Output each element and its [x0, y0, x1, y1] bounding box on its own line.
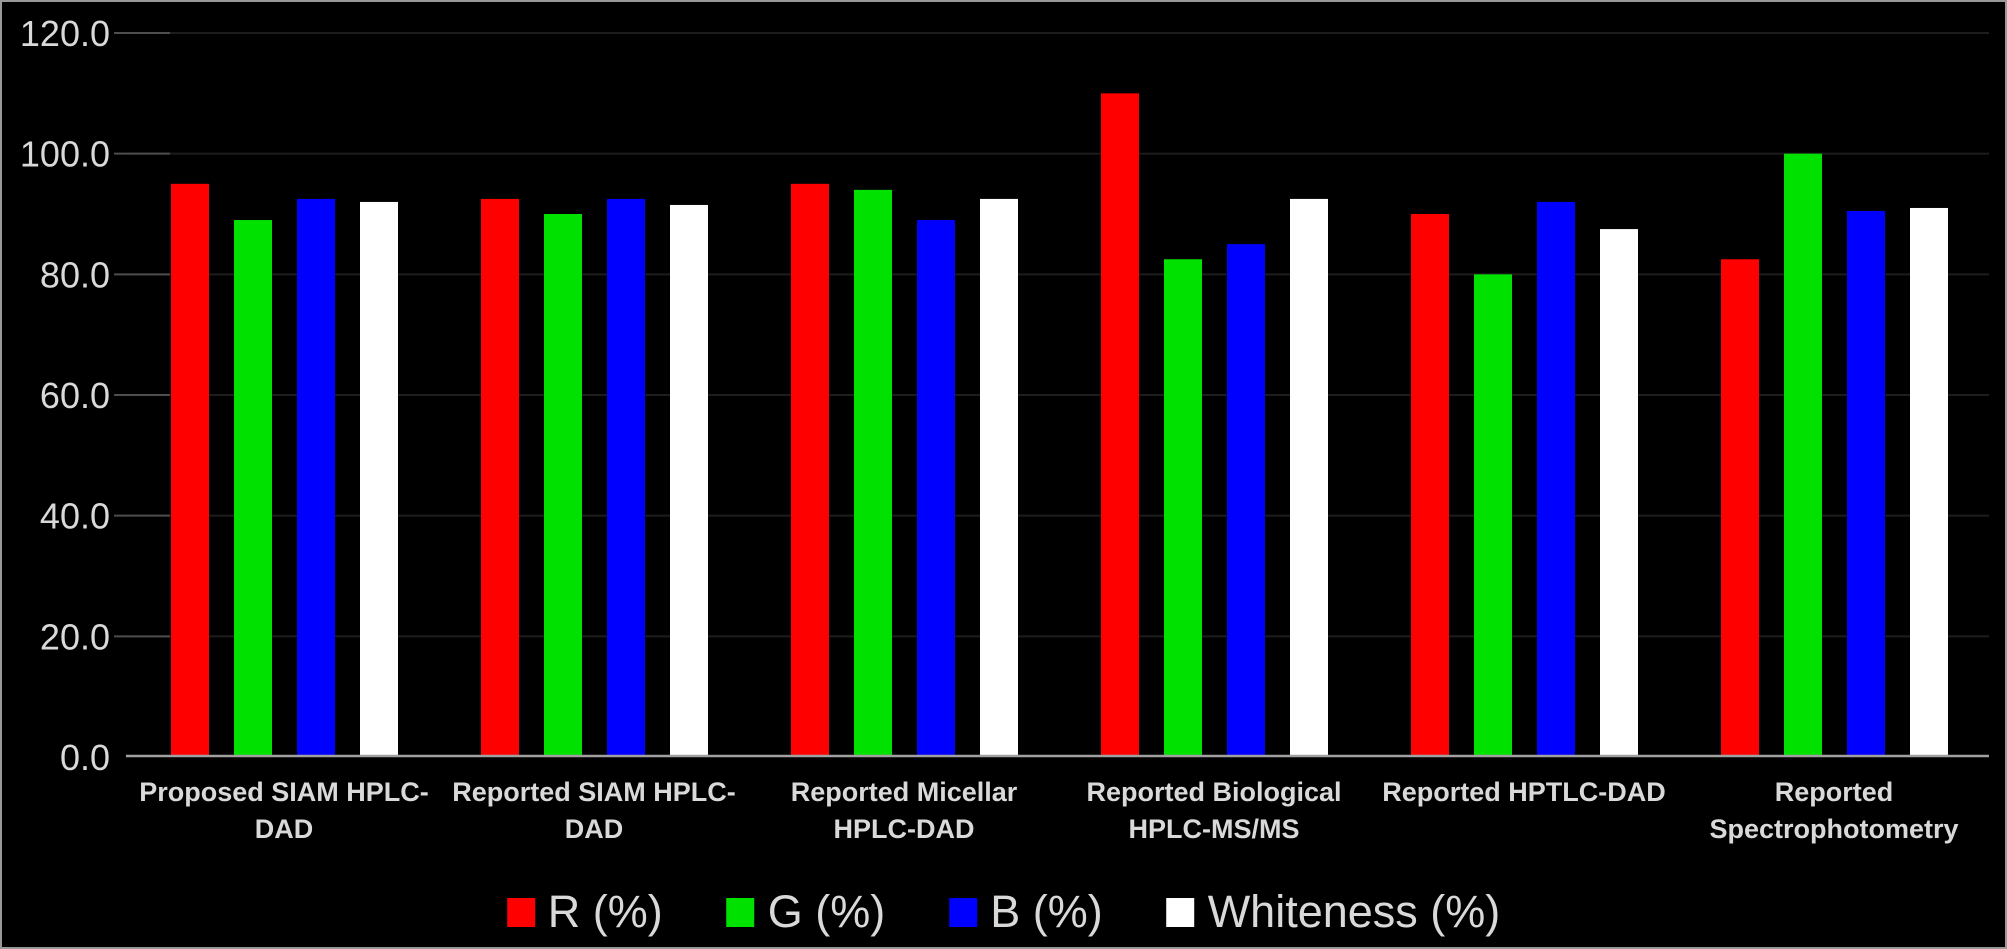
legend-swatch-whiteness-icon — [1166, 897, 1195, 927]
bar-g-group1 — [234, 220, 272, 758]
y-axis-tick-label: 120.0 — [20, 13, 110, 54]
bar-b-group4 — [1227, 244, 1265, 757]
legend: R (%) G (%) B (%) Whiteness (%) — [506, 886, 1501, 938]
bar-r-group4 — [1101, 93, 1139, 758]
bar-r-group1 — [171, 183, 209, 758]
legend-swatch-r-icon — [506, 897, 535, 927]
bar-b-group5 — [1537, 201, 1575, 757]
bar-g-group6 — [1784, 153, 1822, 757]
y-axis-tick-label: 40.0 — [40, 496, 110, 537]
legend-swatch-b-icon — [949, 897, 978, 927]
bar-r-group5 — [1411, 214, 1449, 757]
bar-g-group5 — [1474, 274, 1512, 757]
bar-r-group2 — [481, 198, 519, 757]
bar-whiteness-group4 — [1290, 198, 1328, 757]
legend-label-r: R (%) — [547, 886, 663, 937]
y-axis-tick-label: 0.0 — [60, 737, 110, 778]
bar-b-group2 — [607, 198, 645, 757]
bar-whiteness-group1 — [360, 201, 398, 757]
legend-label-g: G (%) — [767, 886, 886, 937]
legend-swatch-g-icon — [726, 897, 755, 927]
bar-g-group2 — [544, 214, 582, 757]
y-axis-tick-label: 80.0 — [40, 254, 110, 295]
bar-b-group1 — [297, 198, 335, 757]
y-axis-tick-label: 60.0 — [40, 375, 110, 416]
bar-g-group3 — [854, 189, 892, 757]
legend-item-whiteness: Whiteness (%) — [1166, 886, 1501, 938]
bar-whiteness-group2 — [670, 204, 708, 757]
bar-r-group3 — [791, 183, 829, 758]
y-axis-tick-label: 20.0 — [40, 616, 110, 657]
legend-label-whiteness: Whiteness (%) — [1207, 886, 1501, 937]
bar-whiteness-group3 — [980, 198, 1018, 757]
bar-g-group4 — [1164, 259, 1202, 757]
bar-r-group6 — [1721, 259, 1759, 757]
legend-item-r: R (%) — [506, 886, 663, 938]
bar-b-group3 — [917, 220, 955, 758]
legend-label-b: B (%) — [990, 886, 1103, 937]
y-axis-tick-label: 100.0 — [20, 134, 110, 175]
legend-item-g: G (%) — [726, 886, 886, 938]
bar-whiteness-group5 — [1600, 229, 1638, 758]
legend-item-b: B (%) — [949, 886, 1103, 938]
bar-b-group6 — [1847, 210, 1885, 757]
bar-whiteness-group6 — [1910, 207, 1948, 757]
